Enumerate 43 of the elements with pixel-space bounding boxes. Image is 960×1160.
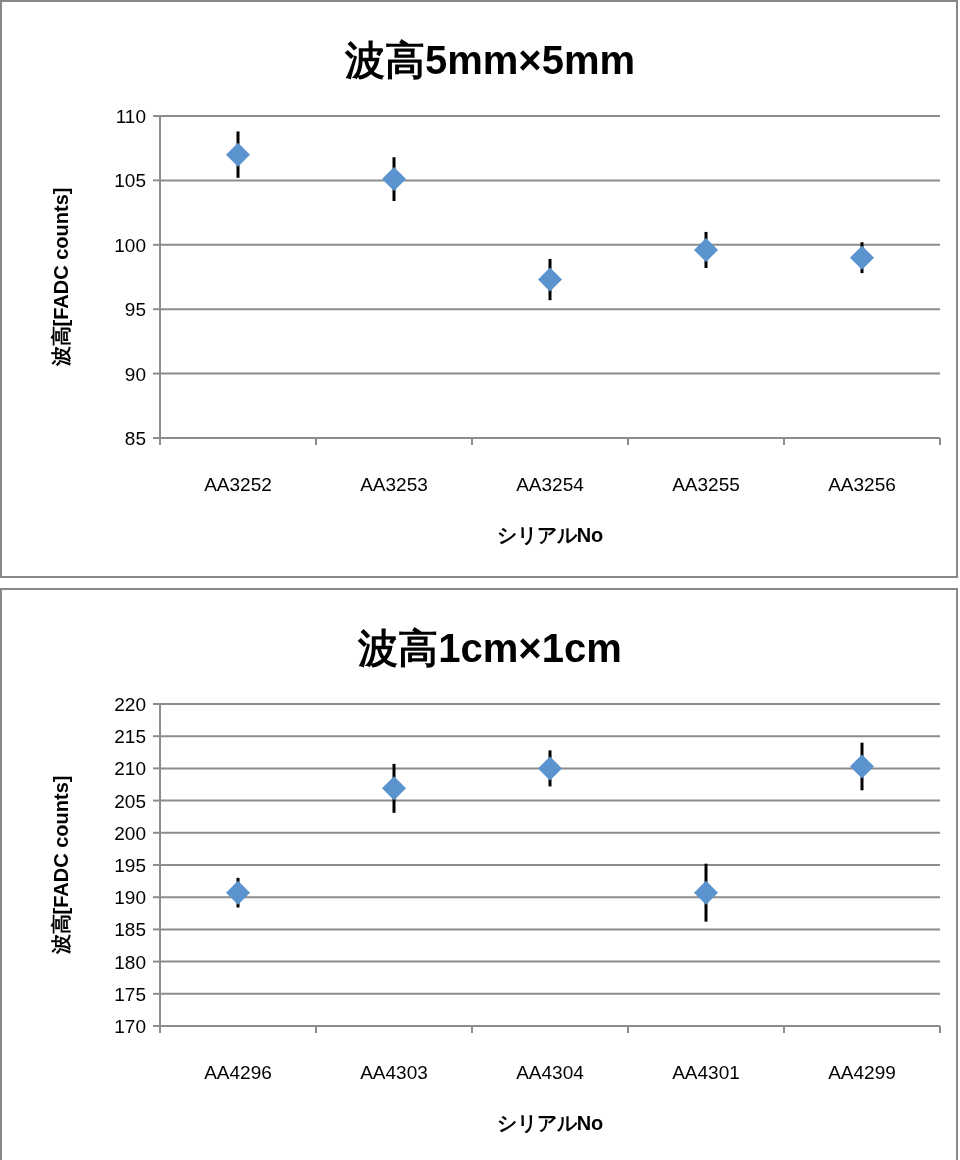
y-tick-label: 215 bbox=[114, 726, 146, 748]
point bbox=[382, 776, 406, 801]
x-tick-label: AA3256 bbox=[828, 474, 896, 495]
x-tick-label: AA4296 bbox=[204, 1062, 272, 1083]
y-axis-title: 波高[FADC counts] bbox=[50, 187, 72, 368]
point bbox=[850, 245, 874, 270]
y-tick-label: 205 bbox=[114, 790, 146, 812]
x-tick-label: AA3255 bbox=[672, 474, 740, 495]
point bbox=[382, 167, 406, 192]
point bbox=[538, 267, 562, 292]
chart-title: 波高1cm×1cm bbox=[357, 626, 622, 670]
x-tick-label: AA3253 bbox=[360, 474, 428, 495]
x-tick-label: AA4299 bbox=[828, 1062, 896, 1083]
x-tick-label: AA4301 bbox=[672, 1062, 740, 1083]
point bbox=[694, 237, 718, 262]
x-tick-label: AA3254 bbox=[516, 474, 585, 495]
x-tick-label: AA3252 bbox=[204, 474, 272, 495]
point bbox=[538, 756, 562, 781]
y-tick-label: 195 bbox=[114, 855, 146, 876]
y-axis-title: 波高[FADC counts] bbox=[50, 775, 72, 956]
y-tick-label: 220 bbox=[114, 694, 146, 715]
y-tick-label: 90 bbox=[124, 363, 146, 385]
x-axis-title: シリアルNo bbox=[496, 1112, 604, 1134]
y-tick-label: 85 bbox=[124, 428, 146, 449]
y-tick-label: 170 bbox=[114, 1016, 146, 1037]
y-tick-label: 200 bbox=[114, 822, 146, 844]
y-tick-label: 190 bbox=[114, 887, 146, 909]
y-tick-label: 105 bbox=[114, 170, 146, 192]
chart-title: 波高5mm×5mm bbox=[343, 38, 636, 82]
point bbox=[226, 880, 250, 905]
x-tick-label: AA4303 bbox=[360, 1062, 428, 1083]
point bbox=[850, 754, 874, 779]
y-tick-label: 95 bbox=[124, 299, 146, 321]
y-tick-label: 210 bbox=[114, 758, 146, 780]
point bbox=[694, 880, 718, 905]
y-tick-label: 185 bbox=[114, 919, 146, 941]
y-tick-label: 110 bbox=[115, 106, 146, 127]
x-tick-label: AA4304 bbox=[516, 1062, 585, 1083]
y-tick-label: 180 bbox=[114, 951, 146, 973]
x-axis-title: シリアルNo bbox=[496, 524, 604, 546]
y-tick-label: 100 bbox=[114, 234, 146, 256]
y-tick-label: 175 bbox=[114, 983, 146, 1005]
point bbox=[226, 142, 250, 167]
